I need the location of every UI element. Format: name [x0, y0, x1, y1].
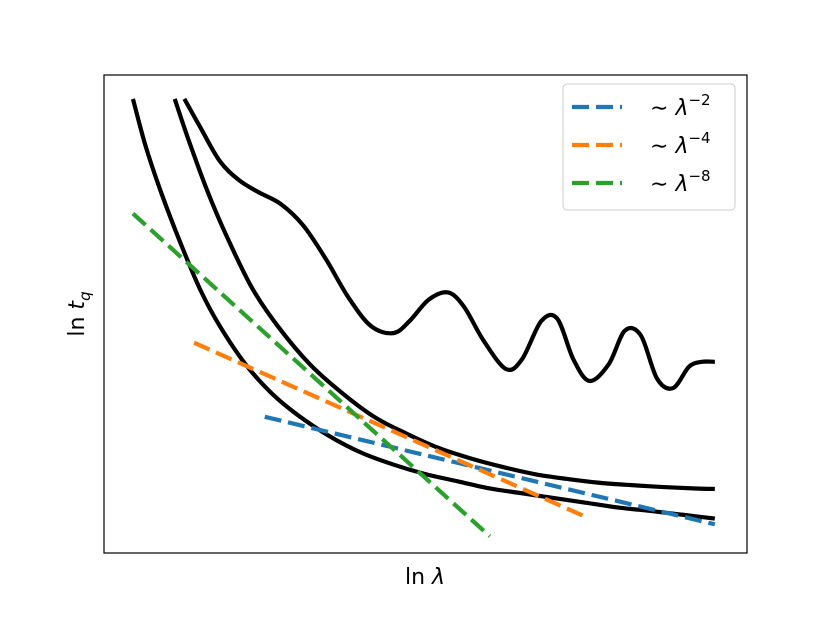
legend-label-3: ∼ λ−8	[650, 167, 711, 197]
legend-label-1: ∼ λ−2	[650, 91, 711, 121]
asymptote-line-1	[264, 414, 716, 527]
asymptote-line-3	[131, 212, 492, 538]
legend: ∼ λ−2 ∼ λ−4 ∼ λ−8	[562, 83, 736, 211]
black-curve-2	[172, 98, 715, 492]
plot-frame	[103, 74, 748, 554]
asymptote-line-2	[193, 340, 588, 520]
plot-area	[130, 97, 716, 538]
legend-label-2: ∼ λ−4	[650, 129, 711, 159]
x-axis-label: ln λ	[405, 565, 445, 590]
black-curve-3	[182, 97, 715, 391]
y-axis-label: ln tq	[65, 291, 94, 336]
legend-box	[562, 83, 736, 211]
